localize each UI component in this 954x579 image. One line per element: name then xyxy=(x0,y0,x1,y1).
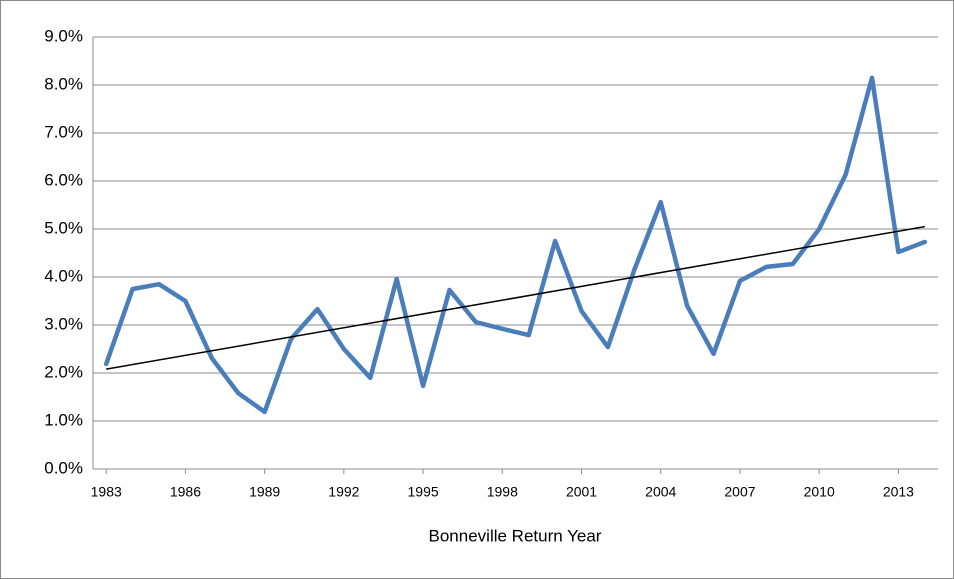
y-tick-label: 6.0% xyxy=(44,170,83,189)
x-tick-label: 1995 xyxy=(408,484,439,500)
x-tick-label: 1989 xyxy=(249,484,280,500)
y-tick-label: 4.0% xyxy=(44,266,83,285)
x-tick-label: 2010 xyxy=(804,484,835,500)
y-tick-label: 5.0% xyxy=(44,218,83,237)
x-tick-label: 2001 xyxy=(566,484,597,500)
y-tick-label: 8.0% xyxy=(44,74,83,93)
y-tick-label: 9.0% xyxy=(44,26,83,45)
y-tick-label: 1.0% xyxy=(44,410,83,429)
y-tick-label: 2.0% xyxy=(44,362,83,381)
trend-line xyxy=(106,225,925,370)
y-tick-label: 7.0% xyxy=(44,122,83,141)
x-tick-label: 1992 xyxy=(328,484,359,500)
x-tick-label: 2013 xyxy=(883,484,914,500)
y-tick-label: 0.0% xyxy=(44,458,83,477)
x-tick-label: 1998 xyxy=(487,484,518,500)
x-axis-title: Bonneville Return Year xyxy=(429,526,602,545)
x-tick-label: 2007 xyxy=(724,484,755,500)
x-tick-label: 1983 xyxy=(91,484,122,500)
y-tick-label: 3.0% xyxy=(44,314,83,333)
data-line xyxy=(103,75,928,415)
x-tick-label: 2004 xyxy=(645,484,676,500)
x-tick-label: 1986 xyxy=(170,484,201,500)
